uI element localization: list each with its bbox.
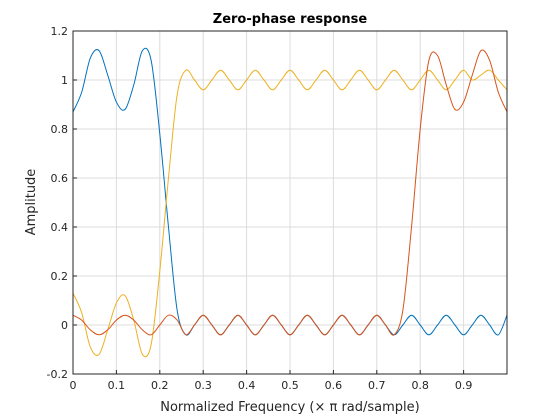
x-tick-label: 0	[70, 379, 77, 392]
x-tick-label: 0.1	[108, 379, 126, 392]
series-line-yellow	[72, 69, 508, 358]
x-ticks: 0 0.1 0.2 0.3 0.4 0.5 0.6 0.7 0.8 0.9	[70, 370, 473, 392]
series-line-orange	[72, 49, 508, 336]
y-tick-label: 0.6	[51, 172, 69, 185]
y-tick-label: 0.8	[51, 123, 69, 136]
x-tick-label: 0.4	[238, 379, 256, 392]
x-tick-label: 0.9	[455, 379, 473, 392]
y-tick-label: 0	[61, 319, 68, 332]
y-tick-label: 0.2	[51, 270, 69, 283]
y-tick-label: 1	[61, 74, 68, 87]
y-axis-label: Amplitude	[24, 169, 39, 236]
x-tick-label: 0.3	[194, 379, 212, 392]
x-tick-label: 0.2	[151, 379, 169, 392]
x-tick-label: 0.8	[411, 379, 429, 392]
y-tick-label: 0.4	[51, 221, 69, 234]
x-tick-label: 0.7	[368, 379, 386, 392]
chart-title: Zero-phase response	[213, 12, 368, 27]
y-ticks: -0.2 0 0.2 0.4 0.6 0.8 1 1.2	[47, 25, 77, 381]
x-tick-label: 0.5	[281, 379, 299, 392]
y-tick-label: 1.2	[51, 25, 69, 38]
x-tick-label: 0.6	[325, 379, 343, 392]
y-tick-label: -0.2	[47, 368, 68, 381]
x-axis-label: Normalized Frequency (× π rad/sample)	[160, 400, 419, 415]
series-lines	[72, 47, 508, 358]
